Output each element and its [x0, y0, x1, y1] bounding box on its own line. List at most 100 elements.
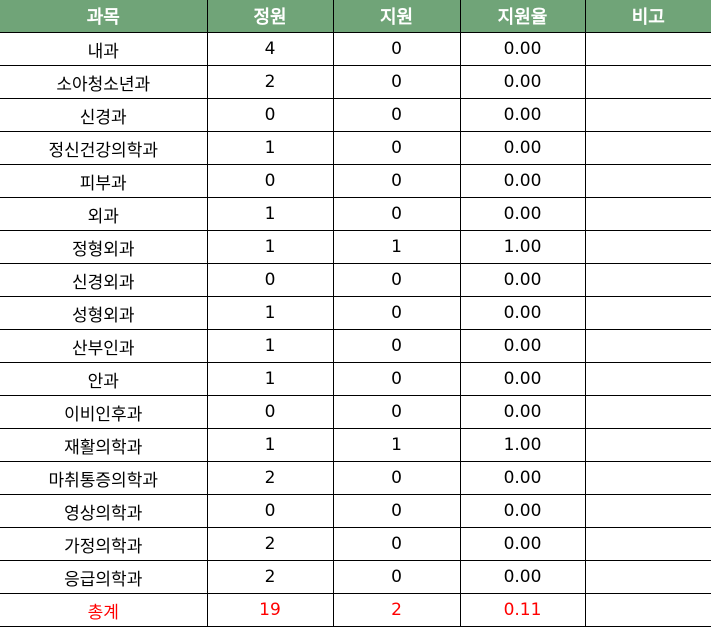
cell-quota: 1 — [206, 428, 334, 462]
cell-rate: 0.00 — [459, 461, 586, 495]
cell-applicants: 0 — [332, 461, 461, 495]
cell-department: 내과 — [0, 32, 208, 66]
cell-remarks — [584, 263, 711, 297]
cell-remarks — [584, 131, 711, 165]
header-row: 과목 정원 지원 지원율 비고 — [0, 0, 711, 33]
cell-applicants: 1 — [332, 428, 461, 462]
cell-applicants: 0 — [332, 395, 461, 429]
cell-rate: 0.00 — [459, 494, 586, 528]
cell-quota: 1 — [206, 230, 334, 264]
cell-department: 응급의학과 — [0, 560, 208, 594]
cell-quota: 4 — [206, 32, 334, 66]
total-quota: 19 — [206, 593, 334, 627]
cell-department: 신경과 — [0, 98, 208, 132]
cell-quota: 2 — [206, 461, 334, 495]
table-row: 성형외과 1 0 0.00 — [0, 296, 711, 330]
cell-department: 안과 — [0, 362, 208, 396]
cell-quota: 0 — [206, 164, 334, 198]
table-row: 영상의학과 0 0 0.00 — [0, 494, 711, 528]
cell-remarks — [584, 65, 711, 99]
cell-rate: 0.00 — [459, 131, 586, 165]
cell-rate: 0.00 — [459, 164, 586, 198]
cell-quota: 1 — [206, 362, 334, 396]
cell-remarks — [584, 296, 711, 330]
cell-quota: 2 — [206, 560, 334, 594]
cell-quota: 0 — [206, 263, 334, 297]
cell-remarks — [584, 395, 711, 429]
cell-rate: 0.00 — [459, 197, 586, 231]
table-row: 재활의학과 1 1 1.00 — [0, 428, 711, 462]
header-remarks: 비고 — [584, 0, 711, 33]
cell-department: 정형외과 — [0, 230, 208, 264]
cell-rate: 0.00 — [459, 263, 586, 297]
cell-remarks — [584, 461, 711, 495]
cell-applicants: 0 — [332, 197, 461, 231]
table-row: 신경과 0 0 0.00 — [0, 98, 711, 132]
cell-department: 산부인과 — [0, 329, 208, 363]
total-department: 총계 — [0, 593, 208, 627]
cell-quota: 1 — [206, 296, 334, 330]
cell-applicants: 0 — [332, 65, 461, 99]
cell-rate: 0.00 — [459, 362, 586, 396]
cell-remarks — [584, 230, 711, 264]
table-row: 피부과 0 0 0.00 — [0, 164, 711, 198]
cell-department: 신경외과 — [0, 263, 208, 297]
total-rate: 0.11 — [459, 593, 586, 627]
total-applicants: 2 — [332, 593, 461, 627]
cell-applicants: 0 — [332, 560, 461, 594]
table-row: 정신건강의학과 1 0 0.00 — [0, 131, 711, 165]
cell-applicants: 0 — [332, 494, 461, 528]
cell-department: 성형외과 — [0, 296, 208, 330]
cell-remarks — [584, 98, 711, 132]
cell-rate: 0.00 — [459, 329, 586, 363]
table-row: 신경외과 0 0 0.00 — [0, 263, 711, 297]
cell-applicants: 0 — [332, 131, 461, 165]
cell-quota: 1 — [206, 131, 334, 165]
cell-quota: 0 — [206, 395, 334, 429]
table-row: 마취통증의학과 2 0 0.00 — [0, 461, 711, 495]
cell-applicants: 0 — [332, 362, 461, 396]
table-row: 산부인과 1 0 0.00 — [0, 329, 711, 363]
cell-department: 마취통증의학과 — [0, 461, 208, 495]
cell-rate: 1.00 — [459, 428, 586, 462]
cell-applicants: 0 — [332, 329, 461, 363]
cell-remarks — [584, 32, 711, 66]
cell-department: 정신건강의학과 — [0, 131, 208, 165]
cell-quota: 0 — [206, 98, 334, 132]
cell-remarks — [584, 197, 711, 231]
cell-remarks — [584, 494, 711, 528]
cell-department: 영상의학과 — [0, 494, 208, 528]
header-rate: 지원율 — [459, 0, 586, 33]
cell-rate: 1.00 — [459, 230, 586, 264]
cell-remarks — [584, 428, 711, 462]
cell-remarks — [584, 329, 711, 363]
cell-department: 가정의학과 — [0, 527, 208, 561]
header-applicants: 지원 — [332, 0, 461, 33]
cell-department: 소아청소년과 — [0, 65, 208, 99]
cell-rate: 0.00 — [459, 98, 586, 132]
table-row: 안과 1 0 0.00 — [0, 362, 711, 396]
cell-applicants: 0 — [332, 527, 461, 561]
cell-rate: 0.00 — [459, 527, 586, 561]
cell-rate: 0.00 — [459, 296, 586, 330]
cell-rate: 0.00 — [459, 560, 586, 594]
cell-quota: 0 — [206, 494, 334, 528]
table-row: 가정의학과 2 0 0.00 — [0, 527, 711, 561]
table-row: 정형외과 1 1 1.00 — [0, 230, 711, 264]
table-row: 응급의학과 2 0 0.00 — [0, 560, 711, 594]
cell-quota: 1 — [206, 329, 334, 363]
cell-department: 피부과 — [0, 164, 208, 198]
cell-department: 이비인후과 — [0, 395, 208, 429]
cell-applicants: 0 — [332, 98, 461, 132]
cell-rate: 0.00 — [459, 65, 586, 99]
cell-remarks — [584, 560, 711, 594]
cell-department: 재활의학과 — [0, 428, 208, 462]
header-quota: 정원 — [206, 0, 334, 33]
cell-applicants: 1 — [332, 230, 461, 264]
table-row: 소아청소년과 2 0 0.00 — [0, 65, 711, 99]
cell-quota: 2 — [206, 527, 334, 561]
cell-applicants: 0 — [332, 296, 461, 330]
cell-rate: 0.00 — [459, 395, 586, 429]
cell-applicants: 0 — [332, 263, 461, 297]
